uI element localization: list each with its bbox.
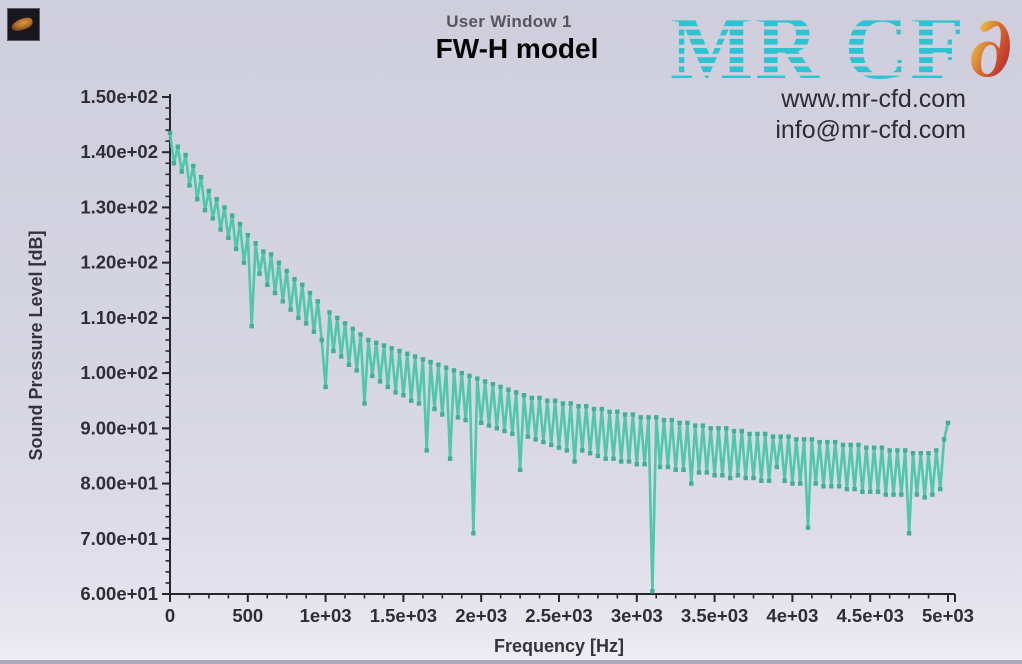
series-sound-pressure-level <box>167 130 951 594</box>
window-thumbnail-icon[interactable] <box>7 8 40 41</box>
y-axis-label: Sound Pressure Level [dB] <box>26 230 46 460</box>
y-tick-label: 1.30e+02 <box>80 196 158 217</box>
y-tick-label: 1.40e+02 <box>80 141 158 162</box>
x-tick-label: 4e+03 <box>766 605 818 626</box>
window-title: User Window 1 <box>446 12 572 31</box>
x-tick-label: 3.5e+03 <box>681 605 748 626</box>
x-tick-label: 4.5e+03 <box>837 605 904 626</box>
x-axis-label: Frequency [Hz] <box>494 636 624 656</box>
mr-cfd-logo: MR CF ∂ <box>670 2 1013 86</box>
y-tick-label: 1.20e+02 <box>80 252 158 273</box>
x-tick-label: 3e+03 <box>611 605 663 626</box>
x-tick-label: 1.5e+03 <box>370 605 437 626</box>
chart-title: FW-H model <box>435 33 599 64</box>
logo-contact-block: www.mr-cfd.com info@mr-cfd.com <box>775 84 966 146</box>
logo-email-link[interactable]: info@mr-cfd.com <box>775 116 966 144</box>
x-tick-label: 0 <box>165 605 175 626</box>
y-tick-label: 6.00e+01 <box>80 583 158 604</box>
x-tick-label: 5e+03 <box>922 605 974 626</box>
y-tick-label: 1.10e+02 <box>80 307 158 328</box>
y-tick-label: 8.00e+01 <box>80 473 158 494</box>
chart-title-row: FW-H model <box>0 33 1022 65</box>
axes: 0 500 1e+03 1.5e+03 2e+03 2.5e+03 3e+03 3.5e+03… <box>26 86 974 656</box>
x-tick-label: 2.5e+03 <box>525 605 592 626</box>
y-tick-label: 1.00e+02 <box>80 362 158 383</box>
logo-website-link[interactable]: www.mr-cfd.com <box>781 85 966 113</box>
window-title-row: User Window 1 <box>0 12 1022 32</box>
window-bottom-border <box>0 660 1022 664</box>
y-tick-label: 9.00e+01 <box>80 417 158 438</box>
x-tick-label: 2e+03 <box>455 605 507 626</box>
logo-cfd-contour-glyph: ∂ <box>968 2 1013 86</box>
y-tick-label: 1.50e+02 <box>80 86 158 107</box>
y-tick-label: 7.00e+01 <box>80 528 158 549</box>
logo-text: MR CF <box>670 2 966 86</box>
x-tick-label: 1e+03 <box>300 605 352 626</box>
x-tick-label: 500 <box>232 605 263 626</box>
